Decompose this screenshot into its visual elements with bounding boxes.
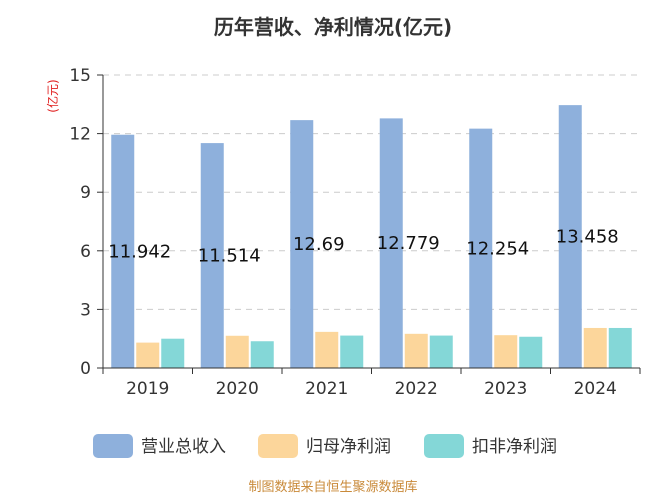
data-label: 11.514 [198,246,261,267]
chart-title: 历年营收、净利情况(亿元) [214,15,452,39]
axes: 2019 2020 2021 2022 2023 2024 [97,74,641,399]
y-tick-label: 0 [80,359,91,379]
data-label: 12.69 [293,234,345,255]
legend[interactable]: 营业总收入 归母净利润 扣非净利润 [93,434,557,458]
data-label: 12.779 [377,233,440,254]
data-label: 13.458 [556,227,619,248]
legend-item-3[interactable]: 扣非净利润 [424,434,557,458]
bar-1-2019[interactable] [111,134,135,368]
legend-item-2[interactable]: 归母净利润 [258,434,391,458]
bar-1-2020[interactable] [200,143,224,368]
bar-1-2023[interactable] [469,128,493,368]
bar-3-2020[interactable] [250,341,274,368]
bar-1-2021[interactable] [290,120,314,368]
x-tick-label: 2019 [126,379,169,399]
legend-swatch [258,434,298,458]
x-tick-label: 2024 [574,379,617,399]
y-axis-unit-label: (亿元) [45,79,60,112]
bar-2-2020[interactable] [225,335,249,368]
bar-1-2024[interactable] [558,105,582,369]
x-tick-label: 2022 [395,379,438,399]
y-tick-label: 6 [80,242,91,262]
legend-swatch [424,434,464,458]
bar-3-2024[interactable] [608,327,632,368]
y-tick-label: 3 [80,300,91,320]
bar-2-2024[interactable] [583,327,607,368]
x-tick-label: 2023 [484,379,527,399]
bar-3-2019[interactable] [161,338,185,368]
x-tick-label: 2020 [216,379,259,399]
source-footer: 制图数据来自恒生聚源数据库 [248,479,417,495]
y-tick-label: 9 [80,183,91,203]
data-label: 12.254 [466,238,529,259]
bar-series [111,105,632,369]
data-label: 11.942 [108,241,171,262]
legend-label: 扣非净利润 [472,437,557,457]
data-labels: 11.942 11.514 12.69 12.779 12.254 13.458 [108,227,618,267]
bar-3-2022[interactable] [429,335,453,368]
bar-2-2023[interactable] [494,335,518,368]
bar-2-2021[interactable] [315,331,339,368]
bar-3-2023[interactable] [519,336,543,368]
x-tick-label: 2021 [305,379,348,399]
bar-1-2022[interactable] [379,118,403,368]
legend-swatch [93,434,133,458]
bar-2-2022[interactable] [404,333,428,368]
legend-label: 营业总收入 [141,437,226,457]
bar-3-2021[interactable] [340,335,364,368]
gridlines: 0 3 6 9 12 15 [69,66,640,379]
y-tick-label: 15 [69,66,91,86]
y-tick-label: 12 [69,125,91,145]
bar-2-2019[interactable] [136,342,160,368]
legend-item-1[interactable]: 营业总收入 [93,434,226,458]
legend-label: 归母净利润 [306,437,391,457]
